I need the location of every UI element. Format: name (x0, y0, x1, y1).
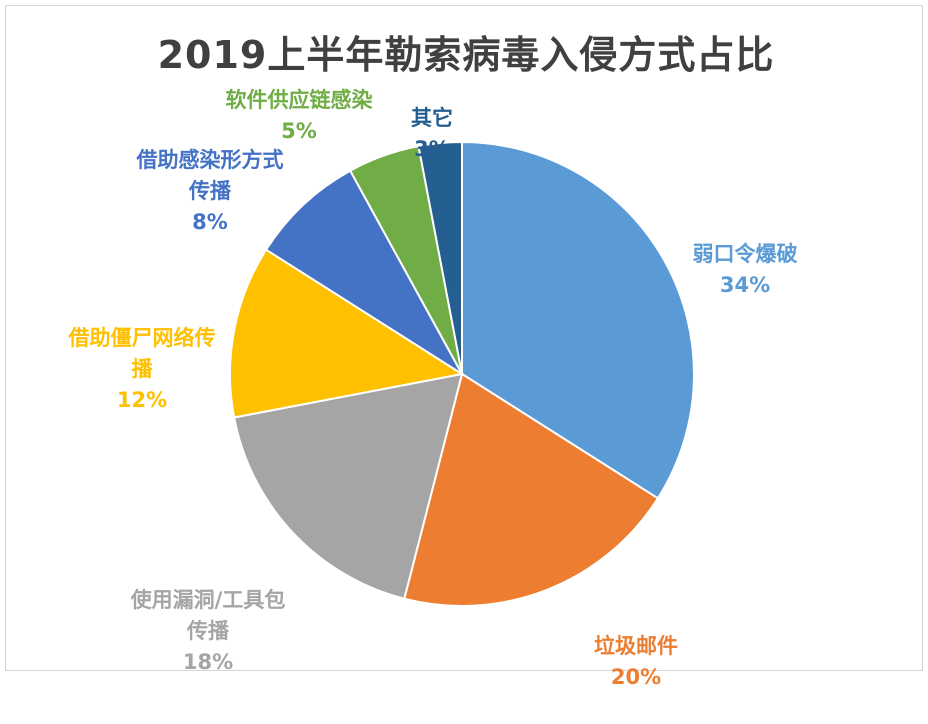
pie-slice-2 (232, 372, 464, 600)
pie-slice-1 (403, 372, 660, 607)
pie-slice-3 (229, 248, 465, 419)
pie-slice-0 (461, 140, 695, 500)
slice-label-1: 垃圾邮件 20% (594, 634, 678, 689)
slice-label-6: 其它 3% (411, 106, 453, 161)
slice-label-0: 弱口令爆破 34% (692, 242, 798, 297)
pie-slice-6 (417, 140, 463, 375)
pie-slice-4 (264, 169, 463, 375)
pie-chart (229, 140, 695, 607)
slice-label-2: 使用漏洞/工具包传播 18% (130, 588, 286, 674)
slice-label-3: 借助僵尸网络传播 12% (68, 326, 216, 412)
chart-frame: 2019上半年勒索病毒入侵方式占比 弱口令爆破 34% 垃圾邮件 20% 使用漏… (5, 5, 923, 689)
slice-label-4: 借助感染形方式传播 8% (136, 148, 284, 234)
chart-title: 2019上半年勒索病毒入侵方式占比 (157, 33, 775, 77)
slice-label-5: 软件供应链感染 5% (225, 88, 373, 143)
